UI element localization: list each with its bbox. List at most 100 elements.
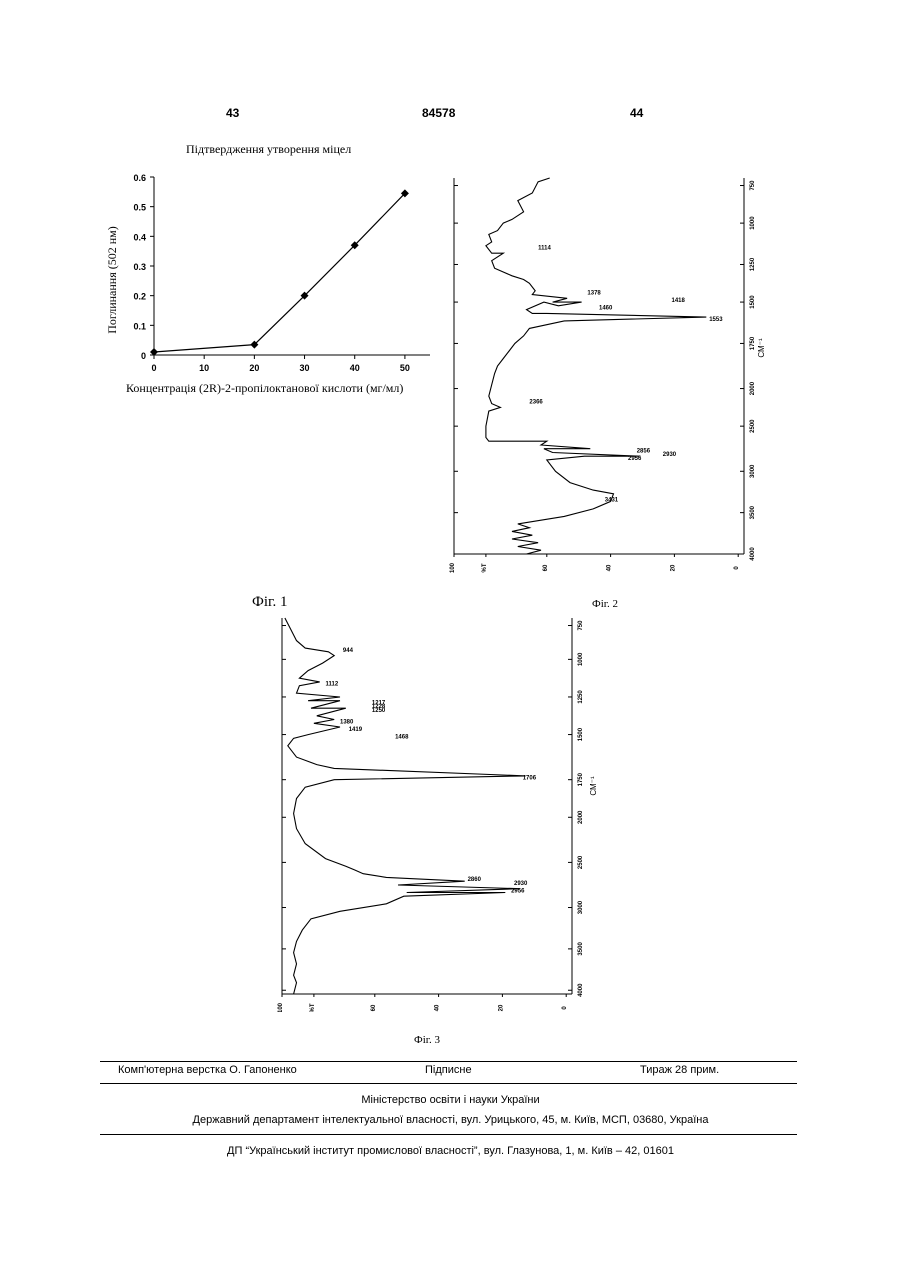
footer-subscription: Підписне xyxy=(425,1064,472,1076)
transmittance-tick-label: 60 xyxy=(543,564,549,571)
y-tick-label: 0.2 xyxy=(133,292,146,302)
transmittance-tick-label: 20 xyxy=(670,564,676,571)
fig1-caption: Фіг. 1 xyxy=(252,594,287,611)
patent-number: 84578 xyxy=(422,106,455,120)
wavenumber-tick-label: 2000 xyxy=(578,810,584,824)
fig2-transmittance-ticks: 100 %T 60 40 20 0 xyxy=(450,554,740,573)
peak-label: 2856 xyxy=(637,448,651,454)
peak-label: 1419 xyxy=(349,727,363,733)
wavenumber-tick-label: 1000 xyxy=(750,216,756,230)
y-tick-label: 0.4 xyxy=(133,232,146,242)
peak-label: 1706 xyxy=(523,776,537,782)
x-axis-label: Концентрація (2R)-2-пропілоктанової кисл… xyxy=(126,381,403,396)
peak-label: 1112 xyxy=(326,682,339,688)
x-tick-label: 30 xyxy=(300,363,310,373)
wavenumber-tick-label: 1750 xyxy=(750,336,756,350)
fig2-unit-label: СМ⁻¹ xyxy=(757,338,766,358)
peak-label: 2956 xyxy=(511,888,525,894)
footer-circulation: Тираж 28 прим. xyxy=(640,1064,719,1076)
footer-institute: ДП “Український інститут промислової вла… xyxy=(0,1145,901,1157)
y-tick-label: 0.6 xyxy=(133,173,146,183)
y-tick-label: 0.5 xyxy=(133,203,146,213)
y-axis-label: Поглинання (502 нм) xyxy=(105,226,119,334)
transmittance-tick-label: 20 xyxy=(498,1004,504,1011)
y-tick-label: 0.3 xyxy=(133,262,146,272)
peak-label: 2930 xyxy=(514,881,528,887)
series-line xyxy=(154,193,405,352)
peak-label: 1250 xyxy=(372,708,386,714)
x-tick-label: 20 xyxy=(249,363,259,373)
transmittance-tick-label: 100 xyxy=(450,562,456,573)
fig2-spectrum-trace xyxy=(486,178,706,554)
fig3-unit-label: СМ⁻¹ xyxy=(589,776,598,796)
wavenumber-tick-label: 3000 xyxy=(578,900,584,914)
peak-label: 1418 xyxy=(672,298,686,304)
wavenumber-tick-label: 750 xyxy=(578,620,584,631)
peak-label: 1114 xyxy=(538,245,551,251)
fig2-peak-labels: 1114 1378 1418 1460 1553 2366 2856 2930 2956 3431 xyxy=(529,245,723,503)
transmittance-tick-label: %T xyxy=(482,563,488,572)
footer-department: Державний департамент інтелектуальної вл… xyxy=(0,1114,901,1126)
footer-ministry: Міністерство освіти і науки України xyxy=(0,1094,901,1106)
y-tick-label: 0.1 xyxy=(133,321,146,331)
peak-label: 1553 xyxy=(709,317,723,323)
wavenumber-tick-label: 4000 xyxy=(578,983,584,997)
fig2-caption: Фіг. 2 xyxy=(592,598,618,610)
x-tick-label: 40 xyxy=(350,363,360,373)
x-tick-label: 50 xyxy=(400,363,410,373)
transmittance-tick-label: 40 xyxy=(435,1004,441,1011)
fig1-ticks: 0 0.1 0.2 0.3 0.4 0.5 0.6 0 10 20 30 40 50 xyxy=(133,173,409,373)
transmittance-tick-label: 0 xyxy=(734,566,740,570)
page-number-right: 44 xyxy=(630,106,643,120)
peak-label: 2930 xyxy=(663,452,677,458)
chart-title: Підтвердження утворення міцел xyxy=(186,142,351,157)
wavenumber-tick-label: 3500 xyxy=(750,505,756,519)
peak-label: 2956 xyxy=(628,456,642,462)
peak-label: 1468 xyxy=(395,734,409,740)
wavenumber-tick-label: 750 xyxy=(750,180,756,191)
fig3-spectrum-trace xyxy=(285,618,526,994)
peak-label: 1378 xyxy=(587,291,601,297)
fig3-caption: Фіг. 3 xyxy=(414,1034,440,1046)
wavenumber-tick-label: 1750 xyxy=(578,772,584,786)
wavenumber-tick-label: 1500 xyxy=(750,295,756,309)
fig1-series xyxy=(150,189,409,356)
wavenumber-tick-label: 3500 xyxy=(578,942,584,956)
transmittance-tick-label: 100 xyxy=(278,1002,284,1012)
peak-label: 3431 xyxy=(605,497,619,503)
wavenumber-tick-label: 1000 xyxy=(578,652,584,666)
peak-label: 1460 xyxy=(599,306,613,312)
wavenumber-tick-label: 2500 xyxy=(578,855,584,869)
peak-label: 944 xyxy=(343,648,354,654)
wavenumber-tick-label: 1250 xyxy=(750,257,756,271)
wavenumber-tick-label: 4000 xyxy=(750,547,756,561)
footer-layout: Комп'ютерна верстка О. Гапоненко xyxy=(118,1064,297,1076)
wavenumber-tick-label: 2000 xyxy=(750,381,756,395)
fig2-spectrum: 750100012501500175020002500300035004000 … xyxy=(444,172,774,574)
peak-label: 2860 xyxy=(468,877,482,883)
transmittance-tick-label: 0 xyxy=(562,1006,568,1010)
fig1-chart: 0 0.1 0.2 0.3 0.4 0.5 0.6 0 10 20 30 40 50 Поглинанн… xyxy=(100,165,445,405)
wavenumber-tick-label: 2500 xyxy=(750,419,756,433)
wavenumber-tick-label: 3000 xyxy=(750,464,756,478)
wavenumber-tick-label: 1500 xyxy=(578,727,584,741)
page-number-left: 43 xyxy=(226,106,239,120)
y-tick-label: 0 xyxy=(141,351,146,361)
transmittance-tick-label: 60 xyxy=(371,1004,377,1011)
fig3-wavenumber-ticks: 750 1000 1250 1500 1750 2000 2500 3000 3500 4000 xyxy=(282,620,584,997)
peak-label: 2366 xyxy=(529,400,543,406)
x-tick-label: 0 xyxy=(151,363,156,373)
footer-rule-top xyxy=(100,1061,797,1062)
fig3-spectrum: 750100012501500175020002500300035004000 … xyxy=(272,612,602,1012)
peak-label: 1380 xyxy=(340,719,354,725)
wavenumber-tick-label: 1250 xyxy=(578,690,584,704)
footer-rule-middle xyxy=(100,1083,797,1084)
fig1-axes xyxy=(154,177,430,355)
transmittance-tick-label: %T xyxy=(310,1003,316,1012)
footer-rule-bottom xyxy=(100,1134,797,1135)
fig3-transmittance-ticks: 100 %T 60 40 20 0 xyxy=(278,994,568,1012)
transmittance-tick-label: 40 xyxy=(607,564,613,571)
x-tick-label: 10 xyxy=(199,363,209,373)
fig3-peak-labels: 9441112121712281250138014191468170628602… xyxy=(326,648,537,895)
fig3-frame xyxy=(282,618,572,994)
